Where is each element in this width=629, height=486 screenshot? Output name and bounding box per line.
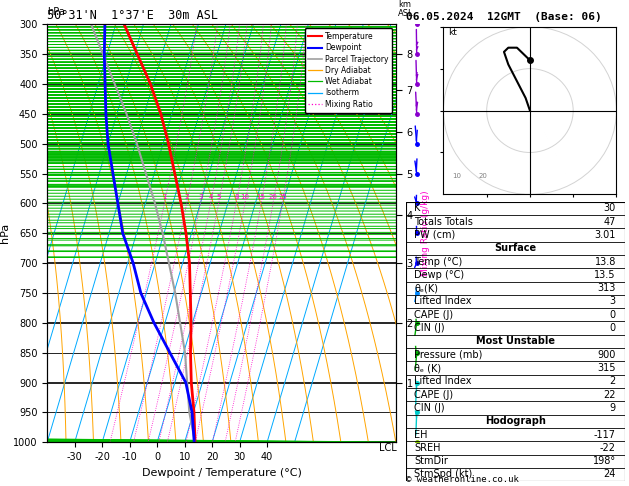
Text: 13.8: 13.8 (594, 257, 616, 267)
Text: CIN (J): CIN (J) (415, 403, 445, 413)
Text: 0: 0 (610, 323, 616, 333)
Text: 0: 0 (610, 310, 616, 320)
Text: 8: 8 (234, 194, 238, 200)
Text: PW (cm): PW (cm) (415, 230, 456, 240)
Text: CAPE (J): CAPE (J) (415, 310, 454, 320)
Text: 10: 10 (452, 173, 461, 179)
Text: 2: 2 (610, 376, 616, 386)
Text: 313: 313 (598, 283, 616, 293)
Text: 198°: 198° (593, 456, 616, 466)
Text: StmSpd (kt): StmSpd (kt) (415, 469, 473, 480)
Text: 1: 1 (162, 194, 167, 200)
Text: LCL: LCL (379, 443, 396, 452)
Text: SREH: SREH (415, 443, 441, 453)
Text: 25: 25 (278, 194, 287, 200)
Text: Dewp (°C): Dewp (°C) (415, 270, 465, 280)
Text: hPa: hPa (47, 7, 65, 17)
Legend: Temperature, Dewpoint, Parcel Trajectory, Dry Adiabat, Wet Adiabat, Isotherm, Mi: Temperature, Dewpoint, Parcel Trajectory… (304, 28, 392, 112)
Text: 3: 3 (610, 296, 616, 307)
Text: km
ASL: km ASL (398, 0, 414, 18)
Text: 900: 900 (598, 350, 616, 360)
Text: 10: 10 (240, 194, 250, 200)
Text: CIN (J): CIN (J) (415, 323, 445, 333)
Text: K: K (415, 203, 421, 213)
Text: 22: 22 (603, 390, 616, 399)
Text: Hodograph: Hodograph (485, 416, 545, 426)
Text: EH: EH (415, 430, 428, 439)
Text: -22: -22 (600, 443, 616, 453)
Text: Surface: Surface (494, 243, 536, 253)
Text: 50°31'N  1°37'E  30m ASL: 50°31'N 1°37'E 30m ASL (47, 9, 218, 22)
Text: 13.5: 13.5 (594, 270, 616, 280)
Text: 30: 30 (604, 203, 616, 213)
Text: Pressure (mb): Pressure (mb) (415, 350, 483, 360)
Text: 3: 3 (198, 194, 203, 200)
Text: Lifted Index: Lifted Index (415, 296, 472, 307)
Text: Most Unstable: Most Unstable (476, 336, 555, 347)
Text: 5: 5 (216, 194, 221, 200)
X-axis label: Dewpoint / Temperature (°C): Dewpoint / Temperature (°C) (142, 468, 302, 478)
Text: 9: 9 (610, 403, 616, 413)
Text: 47: 47 (603, 217, 616, 226)
Text: 4: 4 (208, 194, 213, 200)
Text: θₑ (K): θₑ (K) (415, 363, 442, 373)
Text: CAPE (J): CAPE (J) (415, 390, 454, 399)
Text: 20: 20 (269, 194, 277, 200)
Text: θₑ(K): θₑ(K) (415, 283, 438, 293)
Text: Lifted Index: Lifted Index (415, 376, 472, 386)
Text: -117: -117 (594, 430, 616, 439)
Text: 20: 20 (478, 173, 487, 179)
Text: 315: 315 (598, 363, 616, 373)
Text: 2: 2 (184, 194, 189, 200)
Text: 15: 15 (257, 194, 265, 200)
Text: Mixing Ratio (g/kg): Mixing Ratio (g/kg) (421, 191, 430, 276)
Text: 06.05.2024  12GMT  (Base: 06): 06.05.2024 12GMT (Base: 06) (406, 12, 601, 22)
Text: StmDir: StmDir (415, 456, 448, 466)
Text: kt: kt (448, 28, 457, 37)
Text: © weatheronline.co.uk: © weatheronline.co.uk (406, 474, 518, 484)
Y-axis label: hPa: hPa (0, 223, 10, 243)
Text: Temp (°C): Temp (°C) (415, 257, 463, 267)
Text: 24: 24 (603, 469, 616, 480)
Text: 3.01: 3.01 (594, 230, 616, 240)
Text: Totals Totals: Totals Totals (415, 217, 474, 226)
